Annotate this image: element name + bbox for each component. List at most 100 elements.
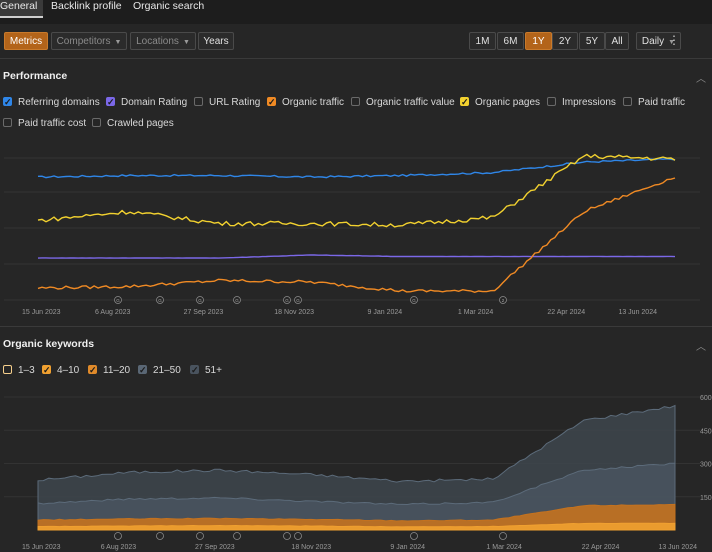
x-tick-label: 6 Aug 2023 xyxy=(95,309,131,316)
x-tick-label: 18 Nov 2023 xyxy=(274,309,314,316)
range-all-button[interactable]: All xyxy=(605,32,629,50)
checkbox-icon xyxy=(267,95,276,109)
annotation-label: 2 xyxy=(502,298,505,303)
checkbox-label: Paid traffic cost xyxy=(18,118,87,129)
annotation-marker-icon xyxy=(114,532,122,540)
performance-checkbox-8[interactable]: Paid traffic cost xyxy=(3,117,86,131)
annotation-marker-icon xyxy=(283,532,291,540)
area-3 xyxy=(37,522,676,531)
y-tick-label: 450 xyxy=(700,428,712,435)
tab-organic-search[interactable]: Organic search xyxy=(133,0,205,12)
annotation-marker-icon xyxy=(156,296,164,304)
range-5y-button[interactable]: 5Y xyxy=(579,32,605,50)
checkbox-icon xyxy=(138,363,147,377)
performance-checkbox-2[interactable]: URL Rating xyxy=(194,96,260,110)
performance-checkbox-3[interactable]: Organic traffic xyxy=(267,95,345,110)
annotation-marker-icon xyxy=(294,296,302,304)
competitors-dropdown[interactable]: Competitors ▼ xyxy=(51,32,127,50)
checkbox-label: Domain Rating xyxy=(121,97,188,108)
keywords-checkbox-3[interactable]: 21–50 xyxy=(138,363,181,378)
years-button[interactable]: Years xyxy=(198,32,234,50)
x-tick-label: 9 Jan 2024 xyxy=(368,309,403,316)
competitors-label: Competitors xyxy=(56,36,111,47)
toolbar: Metrics Competitors ▼ Locations ▼ Years 1M… xyxy=(0,30,712,54)
checkbox-icon xyxy=(351,97,360,106)
collapse-keywords-icon[interactable]: ︿ xyxy=(696,342,706,353)
checkbox-label: Organic traffic value xyxy=(366,97,455,108)
range-6m-button[interactable]: 6M xyxy=(497,32,524,50)
checkbox-icon xyxy=(42,363,51,377)
checkbox-label: Organic traffic xyxy=(282,97,345,108)
collapse-performance-icon[interactable]: ︿ xyxy=(696,74,706,85)
annotation-marker-icon xyxy=(294,532,302,540)
divider xyxy=(0,58,712,59)
interval-label: Daily xyxy=(641,36,665,47)
locations-dropdown[interactable]: Locations ▼ xyxy=(130,32,196,50)
checkbox-icon xyxy=(623,97,632,106)
chevron-down-icon: ▼ xyxy=(182,39,190,46)
checkbox-label: Organic pages xyxy=(475,97,541,108)
performance-checkbox-0[interactable]: Referring domains xyxy=(3,95,100,110)
x-tick-label: 27 Sep 2023 xyxy=(195,544,235,551)
checkbox-icon xyxy=(88,363,97,377)
performance-checkbox-9[interactable]: Crawled pages xyxy=(92,117,174,131)
annotation-marker-icon xyxy=(283,296,291,304)
keywords-checkbox-1[interactable]: 4–10 xyxy=(42,363,79,378)
range-2y-button[interactable]: 2Y xyxy=(552,32,578,50)
checkbox-icon xyxy=(547,97,556,106)
performance-title: Performance xyxy=(3,70,68,82)
annotation-marker-icon xyxy=(410,296,418,304)
annotation-marker-icon xyxy=(233,532,241,540)
keywords-checkbox-0[interactable]: 1–3 xyxy=(3,364,35,378)
performance-checkbox-6[interactable]: Impressions xyxy=(547,96,616,110)
y-tick-label: 150 xyxy=(700,495,712,502)
checkbox-label: 51+ xyxy=(205,365,222,376)
performance-checkbox-7[interactable]: Paid traffic xyxy=(623,96,685,110)
checkbox-label: 21–50 xyxy=(153,365,181,376)
x-tick-label: 13 Jun 2024 xyxy=(658,544,697,551)
performance-chart: 15 Jun 2023 6 Aug 2023 27 Sep 2023 18 Nov 2… xyxy=(4,153,700,316)
more-options-icon[interactable]: ⋮ xyxy=(668,33,680,47)
x-tick-label: 27 Sep 2023 xyxy=(184,309,224,316)
annotation-marker-icon xyxy=(499,532,507,540)
checkbox-icon xyxy=(190,363,199,377)
checkbox-label: Paid traffic xyxy=(638,97,686,108)
x-tick-label: 1 Mar 2024 xyxy=(458,309,494,316)
checkbox-label: Crawled pages xyxy=(107,118,174,129)
tab-backlink-profile[interactable]: Backlink profile xyxy=(51,0,122,12)
locations-label: Locations xyxy=(136,36,179,47)
series-line-organic-traffic xyxy=(37,177,676,294)
keywords-checkbox-4[interactable]: 51+ xyxy=(190,363,222,378)
performance-checkbox-5[interactable]: Organic pages xyxy=(460,95,541,110)
organic-keywords-title: Organic keywords xyxy=(3,338,95,350)
checkbox-icon xyxy=(3,118,12,127)
y-tick-label: 300 xyxy=(700,462,712,469)
annotation-label: G xyxy=(158,298,162,303)
interval-dropdown[interactable]: Daily ▼ xyxy=(636,32,681,50)
tab-general[interactable]: General xyxy=(0,0,44,18)
checkbox-label: Referring domains xyxy=(18,97,100,108)
annotation-label: G xyxy=(116,298,120,303)
checkbox-label: Impressions xyxy=(562,97,616,108)
y-tick-label: 600 xyxy=(700,395,712,402)
performance-checkbox-1[interactable]: Domain Rating xyxy=(106,95,188,110)
checkbox-icon xyxy=(194,97,203,106)
organic-keywords-chart: 600 450 300 150 15 Jun 2023 6 Aug 2023 27 Sep … xyxy=(4,395,712,551)
checkbox-icon xyxy=(3,365,12,374)
x-tick-label: 6 Aug 2023 xyxy=(101,544,137,551)
performance-checkbox-4[interactable]: Organic traffic value xyxy=(351,96,455,110)
x-tick-label: 13 Jun 2024 xyxy=(618,309,657,316)
x-tick-label: 22 Apr 2024 xyxy=(582,544,620,551)
range-1y-button[interactable]: 1Y xyxy=(525,32,552,50)
checkbox-icon xyxy=(92,118,101,127)
range-1m-button[interactable]: 1M xyxy=(469,32,496,50)
checkbox-icon xyxy=(460,95,469,109)
series-line-referring-domains xyxy=(37,157,676,179)
keywords-checkbox-2[interactable]: 11–20 xyxy=(88,363,130,378)
annotation-marker-icon xyxy=(196,532,204,540)
annotation-marker-icon xyxy=(114,296,122,304)
annotation-label: G xyxy=(198,298,202,303)
x-tick-label: 15 Jun 2023 xyxy=(22,544,61,551)
metrics-button[interactable]: Metrics xyxy=(4,32,48,50)
checkbox-label: 1–3 xyxy=(18,365,35,376)
